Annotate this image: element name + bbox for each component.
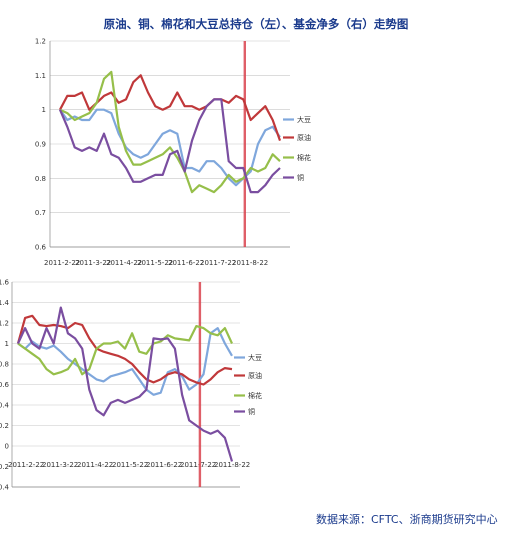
series-line-棉花 [17,325,233,376]
x-tick-label: 2011-8-22 [232,259,268,267]
x-tick-label: 2011-4-22 [106,259,142,267]
y-tick-label: 0.6 [35,244,47,252]
data-source-note: 数据来源：CFTC、浙商期货研究中心 [316,513,498,526]
series-line-大豆 [17,327,233,396]
x-tick-label: 2011-6-22 [168,259,204,267]
y-tick-label: 1.6 [0,279,10,287]
x-tick-label: 2011-5-22 [137,259,173,267]
x-tick-label: 2011-3-22 [42,461,78,469]
x-tick-label: 2011-7-22 [180,461,216,469]
series-line-铜 [17,306,234,462]
legend-label: 铜 [248,407,255,416]
legend-label: 铜 [297,173,304,182]
vertical-marker [243,41,246,247]
y-tick-label: 1.1 [35,72,46,80]
series-line-棉花 [59,70,281,194]
legend-label: 棉花 [297,153,311,162]
x-tick-label: 2011-2-22 [44,259,80,267]
chart-2: 1.6 1.4 1.2 1 0.8 0.6 0.4 0.2 0 -0.2 -0.4 2011-2-22… [0,279,262,492]
x-tick-label: 2011-4-22 [77,461,113,469]
y-tick-label: 0.2 [0,422,9,430]
y-tick-label: -0.4 [0,484,10,492]
y-tick-label: 1.4 [0,299,10,307]
x-tick-label: 2011-8-22 [214,461,250,469]
y-tick-label: 0.6 [0,381,10,389]
y-tick-label: 0.8 [0,361,9,369]
x-tick-label: 2011-5-22 [112,461,148,469]
x-tick-label: 2011-2-22 [8,461,44,469]
series-line-原油 [16,314,233,386]
y-tick-label: 1 [5,340,9,348]
legend-label: 原油 [297,133,311,142]
page-title: 原油、铜、棉花和大豆总持仓（左）、基金净多（右）走势图 [103,17,409,31]
y-tick-label: 1.2 [0,320,9,328]
y-tick-label: 0.9 [35,141,46,149]
legend-label: 大豆 [248,353,262,362]
legend-label: 原油 [248,371,262,380]
x-tick-label: 2011-3-22 [75,259,111,267]
y-tick-label: 0.7 [35,209,46,217]
legend-label: 大豆 [297,115,311,124]
x-tick-label: 2011-7-22 [200,259,236,267]
x-tick-label: 2011-6-22 [146,461,182,469]
legend-label: 棉花 [248,391,262,400]
chart-1: 1.21.110.90.80.70.62011-2-222011-3-22201… [35,38,311,268]
y-tick-label: 1 [42,106,46,114]
y-tick-label: 1.2 [35,38,46,46]
y-tick-label: -0.2 [0,463,9,471]
series-line-铜 [58,98,281,194]
y-tick-label: 0.8 [35,175,46,183]
y-tick-label: 0.4 [0,402,10,410]
y-tick-label: 0 [5,443,9,451]
